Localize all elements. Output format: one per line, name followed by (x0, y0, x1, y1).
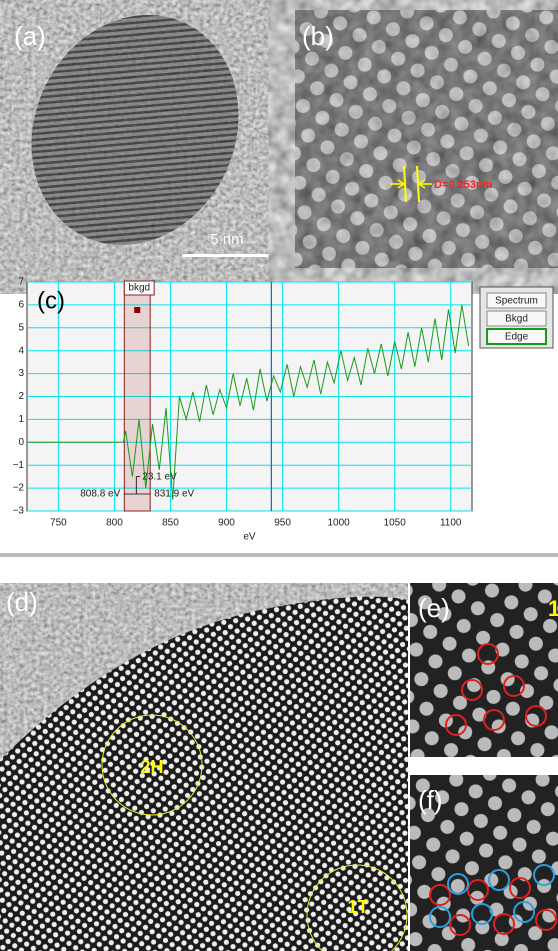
y-tick-label: 1 (18, 414, 24, 425)
y-tick-label: 2 (18, 391, 24, 402)
y-tick-label: −1 (13, 460, 25, 471)
scale-label: 5 nm (210, 231, 243, 248)
divider (0, 553, 558, 557)
y-tick-label: 3 (18, 368, 24, 379)
bkgd-tag (123, 280, 155, 296)
scale-bar (182, 254, 272, 257)
arrows (390, 179, 432, 189)
y-tick-label: 7 (18, 277, 24, 288)
bkgd-region (123, 281, 151, 512)
bkgd-label: bkgd (128, 283, 150, 294)
spectrum-chart: −3 −2 −1 0 1 2 3 4 5 6 7 750 800 850 900 950 1000 1050 110… (13, 277, 554, 543)
region-circle (306, 864, 408, 951)
panel-f: (f) (410, 775, 558, 951)
panel-label: (c) (37, 287, 65, 314)
atom-markers (445, 643, 547, 736)
y-tick-label: 4 (18, 345, 24, 356)
panel-a: (a) 5 nm (8, 10, 278, 268)
d-spacing: D=0.253nm (434, 179, 493, 191)
nanoparticle (31, 15, 239, 245)
x-axis-label: eV (243, 532, 256, 543)
legend-entry: Edge (505, 332, 529, 343)
x-tick-label: 950 (274, 518, 291, 529)
x-tick-label: 800 (106, 518, 123, 529)
width-annotation (124, 476, 151, 495)
start-label: 808.8 eV (80, 489, 120, 500)
y-tick-label: −2 (13, 483, 25, 494)
x-tick-label: 1050 (384, 518, 407, 529)
end-label: 831.9 eV (154, 489, 194, 500)
x-tick-label: 1000 (327, 518, 350, 529)
legend-button (486, 328, 547, 345)
x-tick-label: 900 (218, 518, 235, 529)
panel-label: (d) (6, 587, 38, 617)
stem-image (410, 583, 558, 757)
panel-b: (b) D=0.253nm (295, 10, 558, 268)
spectrum-line (27, 304, 470, 500)
panel-label: (b) (302, 21, 334, 51)
x-tick-label: 750 (50, 518, 67, 529)
lattice (0, 596, 408, 951)
stem-image (410, 775, 558, 951)
legend-button (486, 310, 547, 327)
y-tick-label: 6 (18, 300, 24, 311)
panel-label: (f) (418, 785, 443, 815)
panel-d: (d) 2H 1T (0, 583, 408, 951)
legend-button (486, 292, 547, 309)
phase-tag: 1 (548, 596, 558, 621)
x-tick-label: 850 (162, 518, 179, 529)
bkgd-handle (134, 307, 141, 313)
width-label: 23.1 eV (142, 471, 177, 482)
legend-entry: Bkgd (505, 314, 528, 325)
panel-label: (a) (14, 21, 46, 51)
panel-e: (e) 1 (410, 583, 558, 757)
panel-label: (e) (418, 593, 450, 623)
x-tick-label: 1100 (440, 518, 462, 529)
region-label: 2H (140, 757, 163, 777)
legend-entry: Spectrum (495, 296, 538, 307)
y-tick-label: 5 (18, 322, 24, 333)
y-tick-label: 0 (18, 437, 24, 448)
region-label: 1T (347, 897, 368, 917)
region-circle (101, 714, 203, 816)
lattice (295, 10, 558, 268)
y-tick-label: −3 (13, 506, 25, 517)
atom-markers (429, 864, 557, 936)
